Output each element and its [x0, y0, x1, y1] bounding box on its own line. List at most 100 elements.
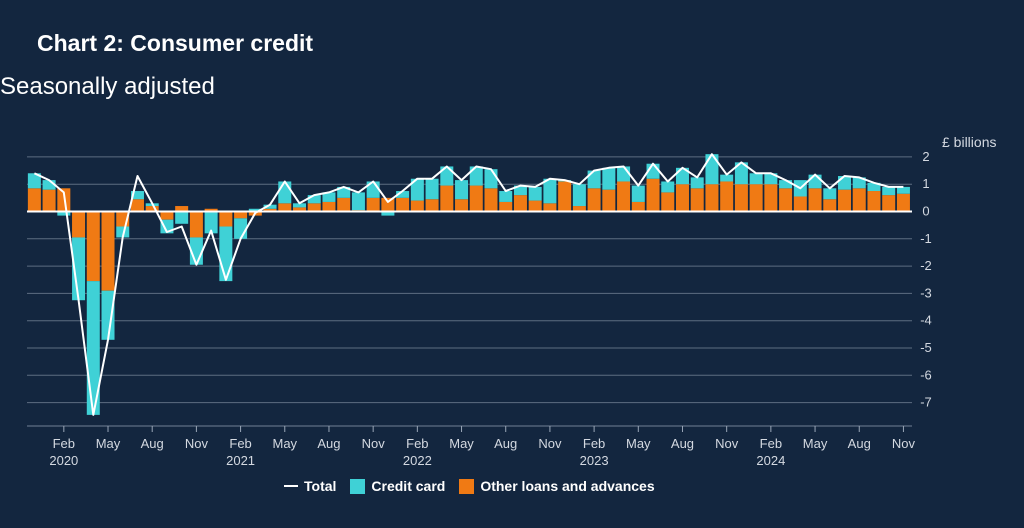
bar-other-loans: [101, 211, 115, 291]
bar-credit-card: [823, 188, 837, 200]
x-tick-label: May: [803, 436, 828, 451]
legend-item-credit-card: Credit card: [350, 478, 445, 494]
bar-credit-card: [661, 181, 675, 193]
bar-credit-card: [528, 186, 542, 201]
bar-other-loans: [646, 178, 660, 212]
bar-other-loans: [690, 188, 704, 212]
x-tick-label: Nov: [538, 436, 562, 451]
legend-item-other-loans: Other loans and advances: [459, 478, 655, 494]
bar-credit-card: [130, 191, 144, 200]
bar-credit-card: [101, 290, 115, 340]
bar-other-loans: [867, 191, 881, 212]
bar-other-loans: [145, 206, 159, 212]
bar-other-loans: [675, 184, 689, 212]
bar-other-loans: [381, 197, 395, 212]
bar-other-loans: [617, 181, 631, 212]
x-tick-label: Nov: [185, 436, 209, 451]
bar-credit-card: [734, 162, 748, 185]
x-tick-label: Nov: [362, 436, 386, 451]
y-tick-label: -2: [920, 258, 932, 273]
bar-credit-card: [396, 191, 410, 198]
x-tick-label: Feb: [229, 436, 251, 451]
x-tick-label: May: [272, 436, 297, 451]
bar-credit-card: [852, 177, 866, 189]
y-tick-label: -6: [920, 367, 932, 382]
bar-credit-card: [513, 185, 527, 196]
x-tick-label: Aug: [494, 436, 517, 451]
bar-other-loans: [337, 197, 351, 212]
bar-other-loans: [455, 199, 469, 212]
bar-credit-card: [293, 203, 307, 208]
bar-credit-card: [410, 178, 424, 201]
bar-other-loans: [764, 184, 778, 212]
bar-credit-card: [322, 192, 336, 202]
x-tick-label: May: [626, 436, 651, 451]
bar-credit-card: [602, 167, 616, 190]
bar-other-loans: [322, 201, 336, 212]
x-tick-year-label: 2022: [403, 453, 432, 468]
bar-credit-card: [440, 166, 454, 186]
bar-other-loans: [896, 193, 910, 212]
x-tick-label: Feb: [583, 436, 605, 451]
bar-other-loans: [852, 188, 866, 212]
bar-credit-card: [27, 173, 41, 189]
bar-credit-card: [808, 174, 822, 189]
y-axis-unit-label: £ billions: [942, 134, 997, 150]
bar-other-loans: [160, 211, 174, 220]
x-tick-label: Aug: [317, 436, 340, 451]
bar-credit-card: [248, 208, 262, 212]
bar-other-loans: [543, 203, 557, 212]
y-tick-label: 0: [922, 204, 929, 219]
bar-other-loans: [779, 188, 793, 212]
bar-other-loans: [882, 195, 896, 212]
bar-other-loans: [263, 208, 277, 212]
x-tick-year-label: 2021: [226, 453, 255, 468]
bar-other-loans: [469, 185, 483, 212]
bar-other-loans: [587, 188, 601, 212]
bar-other-loans: [72, 211, 86, 238]
x-tick-label: May: [96, 436, 121, 451]
bar-other-loans: [602, 189, 616, 212]
legend-swatch-credit-card: [350, 478, 366, 494]
bar-credit-card: [57, 211, 71, 216]
bar-other-loans: [749, 184, 763, 212]
bar-other-loans: [425, 199, 439, 212]
bar-other-loans: [130, 199, 144, 212]
bar-credit-card: [690, 177, 704, 189]
bar-credit-card: [425, 178, 439, 200]
bar-credit-card: [779, 180, 793, 189]
bar-credit-card: [469, 166, 483, 186]
bar-credit-card: [116, 226, 130, 238]
bar-other-loans: [631, 201, 645, 212]
y-tick-label: -1: [920, 231, 932, 246]
bar-other-loans: [558, 181, 572, 212]
legend-swatch-total: [284, 485, 298, 487]
bar-credit-card: [337, 186, 351, 198]
bar-credit-card: [278, 181, 292, 204]
bar-other-loans: [307, 203, 321, 212]
bar-credit-card: [867, 182, 881, 192]
bar-other-loans: [396, 197, 410, 212]
bar-credit-card: [175, 211, 189, 224]
legend-label-total: Total: [304, 478, 337, 494]
y-tick-label: -4: [920, 313, 932, 328]
y-tick-label: -7: [920, 395, 932, 410]
bar-other-loans: [219, 211, 233, 227]
bar-other-loans: [808, 188, 822, 212]
bar-credit-card: [219, 226, 233, 282]
x-tick-label: Aug: [141, 436, 164, 451]
x-tick-year-label: 2024: [756, 453, 785, 468]
x-tick-year-label: 2020: [49, 453, 78, 468]
bar-credit-card: [86, 281, 100, 415]
bar-other-loans: [278, 203, 292, 212]
bar-credit-card: [307, 195, 321, 204]
bar-credit-card: [543, 178, 557, 204]
bar-other-loans: [42, 189, 56, 212]
legend-swatch-other-loans: [459, 478, 475, 494]
bar-other-loans: [484, 188, 498, 212]
legend-item-total: Total: [284, 478, 336, 494]
bar-credit-card: [882, 186, 896, 196]
bar-other-loans: [838, 189, 852, 212]
y-tick-label: -3: [920, 285, 932, 300]
